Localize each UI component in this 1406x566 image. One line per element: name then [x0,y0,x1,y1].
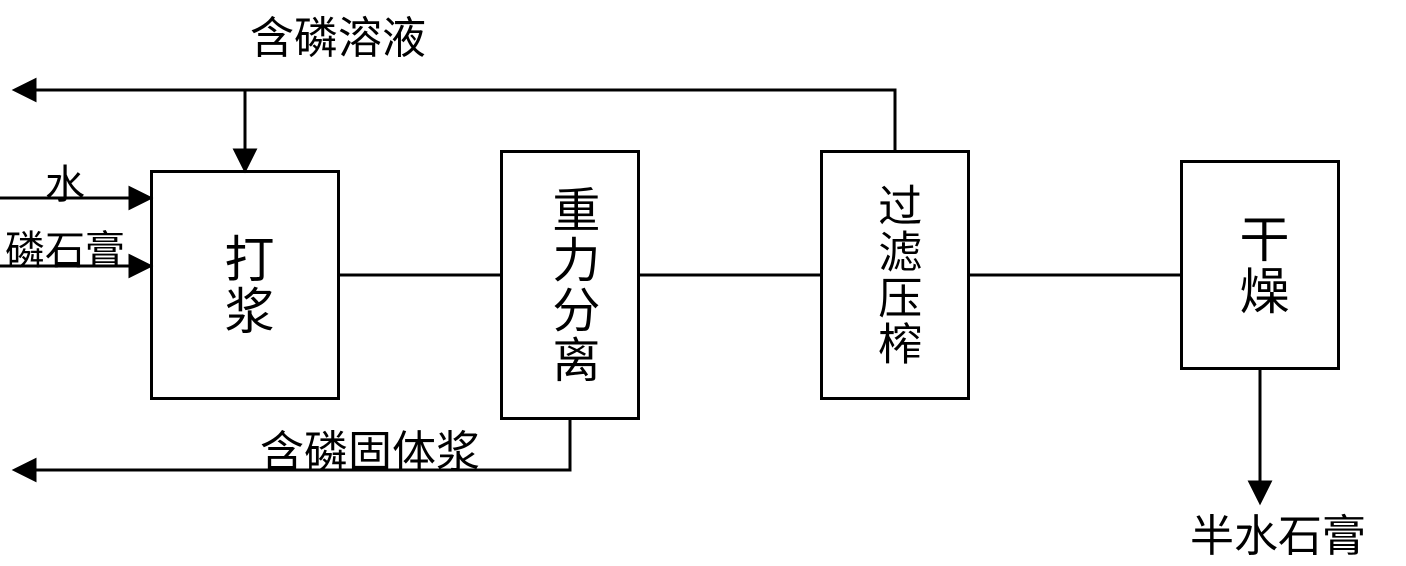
label-gypsum: 磷石膏 [5,218,125,276]
box-slurry-label: 打浆 [218,233,273,337]
box-gravity: 重力分离 [500,150,640,420]
arrow-into-slurry-top [235,150,255,170]
arrow-dry-output [1250,482,1270,502]
label-water: 水 [45,152,85,210]
box-gravity-label: 重力分离 [544,185,597,385]
line-top-recycle [15,90,895,150]
label-output: 半水石膏 [1190,500,1366,564]
label-bottom-recycle: 含磷固体浆 [260,416,480,480]
label-top-recycle: 含磷溶液 [250,2,426,66]
box-dry-label: 干燥 [1233,213,1288,317]
box-filter-label: 过滤压榨 [871,183,919,367]
arrow-water [130,188,150,208]
box-dry: 干燥 [1180,160,1340,370]
arrow-top-recycle [15,80,35,100]
arrow-gypsum [130,256,150,276]
arrow-bottom-recycle [15,460,35,480]
box-filter: 过滤压榨 [820,150,970,400]
box-slurry: 打浆 [150,170,340,400]
